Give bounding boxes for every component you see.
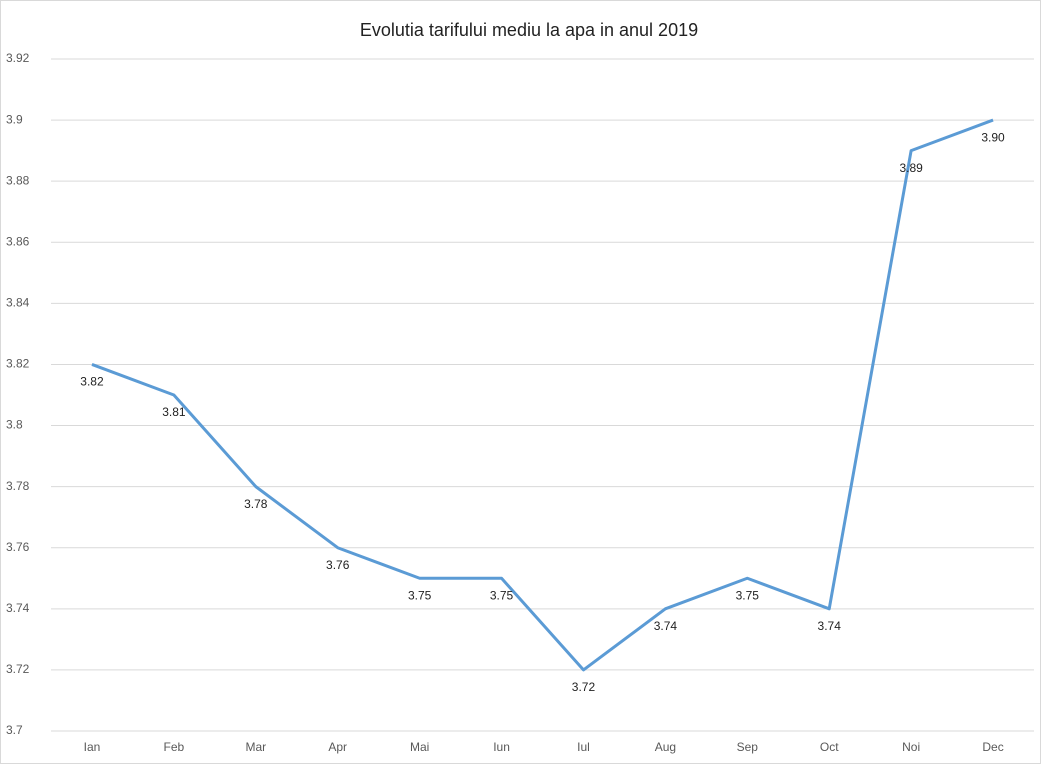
- data-label: 3.90: [981, 130, 1005, 144]
- x-tick-label: Sep: [737, 740, 759, 754]
- x-tick-label: Noi: [902, 740, 920, 754]
- y-tick-label: 3.76: [6, 540, 30, 554]
- data-label: 3.75: [736, 588, 760, 602]
- y-tick-label: 3.8: [6, 418, 23, 432]
- data-label: 3.75: [490, 588, 514, 602]
- line: [91, 118, 994, 672]
- x-tick-label: Iun: [493, 740, 510, 754]
- x-tick-label: Feb: [164, 740, 185, 754]
- x-tick-label: Dec: [982, 740, 1003, 754]
- y-tick-label: 3.74: [6, 601, 30, 615]
- chart-title: Evolutia tarifului mediu la apa in anul …: [360, 20, 698, 40]
- data-label: 3.82: [80, 375, 104, 389]
- data-label: 3.89: [899, 161, 923, 175]
- y-tick-label: 3.92: [6, 51, 30, 65]
- x-tick-label: Apr: [328, 740, 347, 754]
- y-tick-label: 3.78: [6, 479, 30, 493]
- x-tick-label: Ian: [84, 740, 101, 754]
- y-tick-label: 3.7: [6, 723, 23, 737]
- data-label: 3.78: [244, 497, 268, 511]
- y-tick-label: 3.9: [6, 112, 23, 126]
- data-label: 3.75: [408, 588, 432, 602]
- data-label: 3.72: [572, 680, 596, 694]
- y-tick-label: 3.88: [6, 173, 30, 187]
- x-tick-label: Mai: [410, 740, 429, 754]
- data-label: 3.74: [818, 619, 842, 633]
- y-tick-label: 3.84: [6, 296, 30, 310]
- data-label: 3.81: [162, 405, 186, 419]
- y-tick-label: 3.72: [6, 662, 30, 676]
- x-tick-label: Mar: [245, 740, 266, 754]
- data-label: 3.74: [654, 619, 678, 633]
- data-label: 3.76: [326, 558, 350, 572]
- y-tick-label: 3.82: [6, 357, 30, 371]
- x-tick-label: Aug: [655, 740, 676, 754]
- y-tick-label: 3.86: [6, 234, 30, 248]
- x-tick-label: Iul: [577, 740, 590, 754]
- x-tick-label: Oct: [820, 740, 839, 754]
